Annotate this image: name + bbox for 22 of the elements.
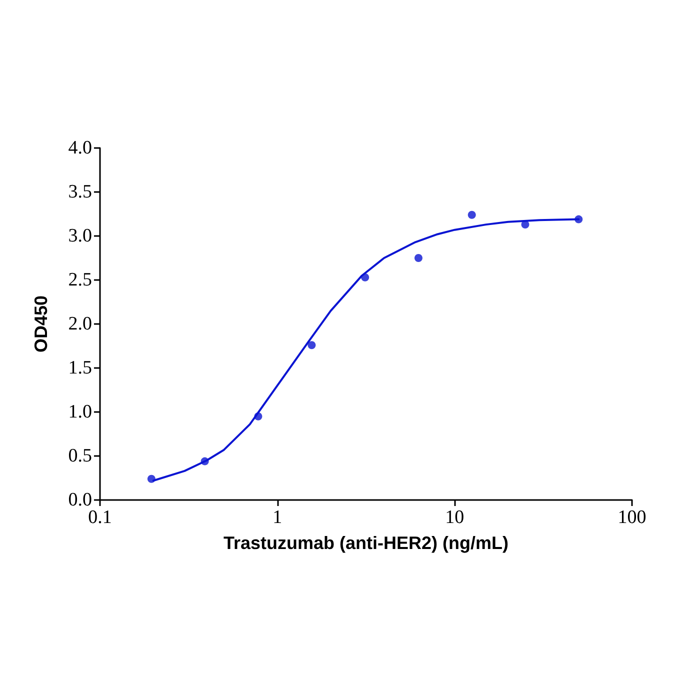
y-tick-label: 3.5 [68,182,92,202]
point [308,341,316,350]
y-tick-label: 2.0 [68,314,92,334]
y-axis-title: OD450 [31,295,51,353]
point [147,474,156,483]
y-tick-label: 3.0 [68,226,92,246]
x-tick-label: 10 [445,507,464,528]
x-axis-title: Trastuzumab (anti-HER2) (ng/mL) [223,533,509,553]
point [361,273,370,282]
point [521,220,530,229]
y-tick-label: 4.0 [68,138,92,158]
point [414,254,422,262]
y-tick-label: 2.5 [68,270,92,290]
point [468,210,476,219]
point [574,215,583,224]
y-tick-label: 1.5 [68,358,92,378]
y-tick-label: 0.5 [68,446,92,466]
y-tick-label: 1.0 [68,402,92,422]
x-tick-label: 100 [618,507,646,528]
x-tick-label: 1 [272,507,282,528]
point [200,457,209,466]
point [254,412,262,420]
